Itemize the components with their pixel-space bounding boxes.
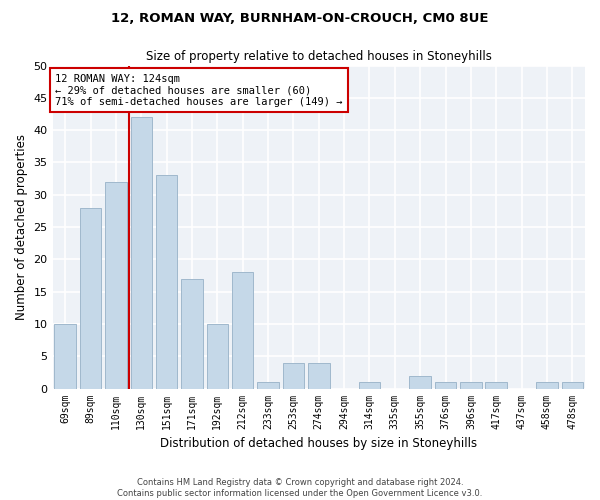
Title: Size of property relative to detached houses in Stoneyhills: Size of property relative to detached ho… bbox=[146, 50, 492, 63]
X-axis label: Distribution of detached houses by size in Stoneyhills: Distribution of detached houses by size … bbox=[160, 437, 478, 450]
Bar bbox=[105, 182, 127, 388]
Bar bbox=[131, 117, 152, 388]
Bar bbox=[257, 382, 279, 388]
Bar bbox=[206, 324, 228, 388]
Text: 12, ROMAN WAY, BURNHAM-ON-CROUCH, CM0 8UE: 12, ROMAN WAY, BURNHAM-ON-CROUCH, CM0 8U… bbox=[111, 12, 489, 26]
Bar bbox=[55, 324, 76, 388]
Bar bbox=[232, 272, 253, 388]
Bar bbox=[156, 176, 178, 388]
Bar bbox=[80, 208, 101, 388]
Text: Contains HM Land Registry data © Crown copyright and database right 2024.
Contai: Contains HM Land Registry data © Crown c… bbox=[118, 478, 482, 498]
Bar bbox=[562, 382, 583, 388]
Bar bbox=[359, 382, 380, 388]
Bar bbox=[435, 382, 457, 388]
Bar bbox=[283, 362, 304, 388]
Text: 12 ROMAN WAY: 124sqm
← 29% of detached houses are smaller (60)
71% of semi-detac: 12 ROMAN WAY: 124sqm ← 29% of detached h… bbox=[55, 74, 343, 107]
Bar bbox=[308, 362, 329, 388]
Bar bbox=[536, 382, 558, 388]
Y-axis label: Number of detached properties: Number of detached properties bbox=[15, 134, 28, 320]
Bar bbox=[460, 382, 482, 388]
Bar bbox=[485, 382, 507, 388]
Bar bbox=[409, 376, 431, 388]
Bar bbox=[181, 278, 203, 388]
